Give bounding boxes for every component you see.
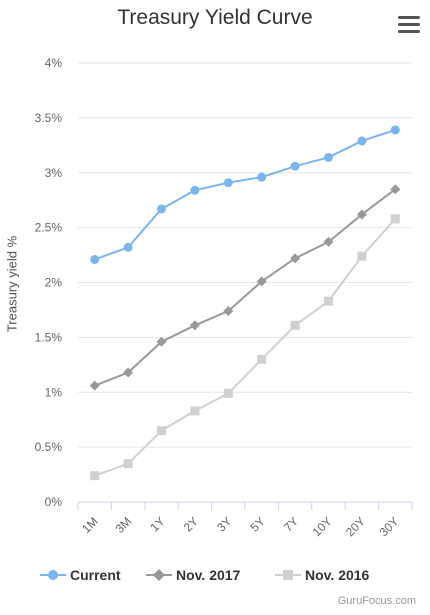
legend-symbol-current (40, 565, 66, 585)
legend-symbol-nov-2017 (146, 565, 172, 585)
data-point (189, 320, 200, 331)
x-tick-label: 20Y (343, 514, 368, 539)
legend-label-current: Current (70, 567, 121, 583)
yield-curve-chart: 0% 0.5% 1% 1.5% 2% 2.5% 3% 3.5% 4% 1M 3M 1Y 2Y 3Y 5Y 7… (35, 56, 413, 539)
x-tick-label: 3M (113, 514, 135, 536)
data-point (223, 306, 234, 317)
data-point (390, 184, 401, 195)
x-tick-label: 10Y (310, 514, 335, 539)
data-point (157, 426, 166, 436)
x-tick-label: 2Y (181, 514, 201, 534)
y-tick-label: 2% (45, 276, 63, 290)
legend-label-nov-2017: Nov. 2017 (176, 567, 241, 583)
menu-bar (398, 30, 420, 33)
data-point (89, 380, 100, 391)
x-tick-label: 7Y (281, 514, 301, 534)
legend-item-current[interactable]: Current (40, 565, 121, 585)
data-point (223, 388, 233, 398)
data-point (390, 214, 400, 224)
y-tick-label: 2.5% (35, 221, 63, 235)
series-line (94, 128, 396, 261)
series-group (89, 125, 401, 481)
legend-symbol-nov-2016 (275, 565, 301, 585)
y-tick-label: 4% (45, 56, 63, 70)
chart-title: Treasury Yield Curve (117, 6, 313, 29)
data-point (357, 136, 367, 146)
x-tick-label: 1Y (147, 514, 167, 534)
y-axis-ticks: 0% 0.5% 1% 1.5% 2% 2.5% 3% 3.5% 4% (35, 56, 63, 509)
data-point (190, 185, 200, 195)
credit-link[interactable]: GuruFocus.com (337, 595, 416, 607)
data-point (90, 254, 100, 264)
data-point (356, 209, 367, 220)
data-point (257, 172, 267, 182)
legend-item-nov-2016[interactable]: Nov. 2016 (275, 565, 369, 585)
x-tick-label: 30Y (376, 514, 401, 539)
data-point (257, 354, 267, 364)
data-point (290, 161, 300, 171)
x-tick-label: 3Y (214, 514, 234, 534)
data-point (223, 178, 233, 188)
menu-bar (398, 23, 420, 26)
series-line (94, 218, 397, 477)
data-point (324, 152, 333, 162)
menu-bar (398, 16, 420, 19)
data-point (390, 125, 400, 135)
grid-lines (78, 62, 412, 503)
data-point (290, 320, 300, 330)
hamburger-menu-icon[interactable] (398, 16, 420, 34)
y-tick-label: 1.5% (35, 330, 63, 344)
y-tick-label: 0.5% (35, 440, 63, 454)
y-tick-label: 3% (45, 166, 63, 180)
data-point (156, 336, 167, 347)
data-point (324, 296, 333, 306)
data-point (90, 471, 100, 481)
data-point (357, 251, 367, 261)
x-tick-label: 5Y (248, 514, 268, 534)
y-tick-label: 0% (45, 495, 63, 509)
data-point (323, 236, 334, 247)
data-point (290, 253, 301, 264)
data-point (157, 204, 166, 214)
y-tick-label: 3.5% (35, 111, 63, 125)
data-point (123, 242, 133, 252)
y-tick-label: 1% (45, 385, 63, 399)
x-axis-ticks: 1M 3M 1Y 2Y 3Y 5Y 7Y 10Y 20Y 30Y (77, 501, 413, 539)
data-point (256, 276, 267, 287)
data-point (190, 406, 200, 416)
legend-label-nov-2016: Nov. 2016 (305, 567, 370, 583)
series-line (94, 188, 396, 387)
legend: Current Nov. 2017 Nov. 2016 (0, 565, 430, 585)
data-point (123, 367, 134, 378)
x-tick-label: 1M (79, 514, 101, 536)
data-point (123, 459, 133, 469)
legend-item-nov-2017[interactable]: Nov. 2017 (146, 565, 240, 585)
